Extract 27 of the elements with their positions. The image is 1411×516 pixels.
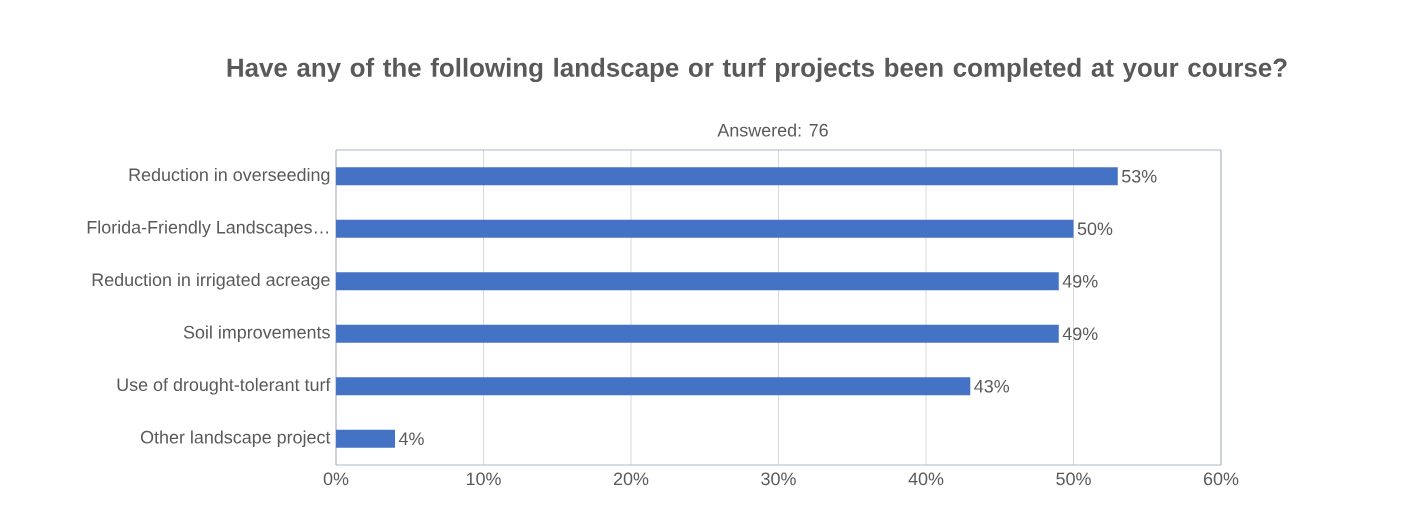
x-tick-label: 50% [1056,472,1091,486]
y-tick-label: Use of drought-tolerant turf [117,377,331,395]
bar [336,324,1059,343]
y-tick-label: Soil improvements [183,325,330,343]
data-label: 49% [1062,274,1098,288]
bar [336,272,1059,291]
data-label: 4% [398,432,424,446]
bar [336,377,971,396]
chart-subtitle: Answered: 76 [717,123,828,137]
x-tick-label: 20% [613,472,649,486]
y-tick-label: Reduction in overseeding [129,167,330,185]
y-tick-label: Florida-Friendly Landscapes… [87,220,328,238]
x-tick-label: 10% [466,472,501,486]
x-tick-label: 30% [761,472,796,486]
data-label: 49% [1062,327,1098,341]
data-label: 50% [1077,222,1113,236]
bar [336,429,396,448]
x-tick-label: 40% [908,472,944,486]
data-label: 53% [1122,169,1157,183]
x-tick-label: 60% [1203,472,1239,486]
x-tick-label: 0% [323,472,349,486]
y-tick-label: Other landscape project [140,430,331,448]
data-label: 43% [974,379,1010,393]
bar [336,219,1074,238]
bar [336,167,1118,186]
chart-title: Have any of the following landscape or turf projects been completed at your course? [227,57,1287,83]
y-tick-label: Reduction in irrigated acreage [92,272,330,290]
